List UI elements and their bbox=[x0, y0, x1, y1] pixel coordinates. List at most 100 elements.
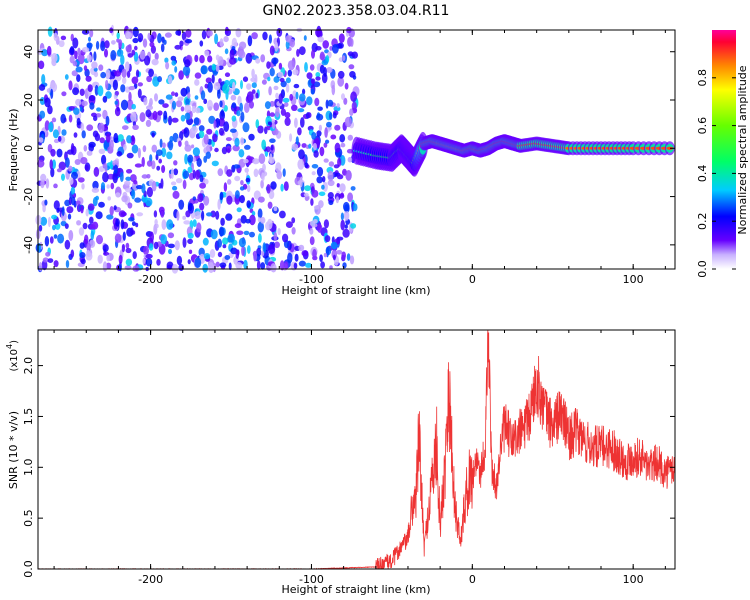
noise-cell bbox=[331, 84, 336, 96]
noise-cell bbox=[306, 96, 313, 106]
noise-cell bbox=[69, 46, 75, 55]
noise-cell bbox=[347, 156, 353, 163]
noise-cell bbox=[86, 42, 93, 49]
noise-cell bbox=[135, 185, 144, 190]
noise-cell bbox=[296, 48, 300, 57]
noise-cell bbox=[284, 117, 291, 126]
noise-cell bbox=[84, 164, 89, 171]
noise-cell bbox=[75, 98, 82, 106]
noise-cell bbox=[313, 150, 319, 158]
noise-cell bbox=[147, 32, 151, 41]
noise-cell bbox=[215, 261, 220, 268]
noise-cell bbox=[332, 44, 339, 54]
noise-cell bbox=[76, 117, 81, 126]
noise-cell bbox=[198, 125, 205, 132]
noise-cell bbox=[321, 184, 325, 190]
noise-cell bbox=[95, 40, 100, 50]
snr-series-line bbox=[38, 329, 676, 570]
noise-cell bbox=[294, 117, 298, 128]
noise-cell bbox=[298, 244, 305, 252]
noise-cell bbox=[153, 241, 159, 250]
noise-cell bbox=[222, 237, 229, 245]
noise-cell bbox=[88, 143, 94, 152]
noise-cell bbox=[154, 93, 158, 102]
noise-cell bbox=[225, 26, 229, 35]
noise-cell bbox=[289, 38, 296, 48]
noise-cell bbox=[50, 148, 56, 157]
noise-cell bbox=[249, 231, 255, 238]
noise-cell bbox=[232, 81, 236, 92]
noise-cell bbox=[345, 170, 352, 181]
noise-cell bbox=[339, 134, 346, 143]
colorbar-tick-label: 0.0 bbox=[696, 260, 709, 278]
noise-cell bbox=[149, 41, 155, 48]
noise-cell bbox=[262, 242, 267, 254]
noise-cell bbox=[126, 135, 133, 144]
noise-cell bbox=[291, 104, 298, 112]
noise-cell bbox=[199, 174, 204, 183]
noise-cell bbox=[278, 93, 283, 104]
noise-cell bbox=[337, 157, 342, 167]
noise-cell bbox=[157, 110, 163, 116]
noise-cell bbox=[234, 137, 240, 147]
noise-cell bbox=[302, 88, 306, 95]
noise-cell bbox=[52, 224, 56, 231]
noise-cell bbox=[89, 102, 95, 110]
noise-cell bbox=[184, 153, 189, 165]
noise-cell bbox=[310, 78, 316, 85]
noise-cell bbox=[98, 122, 105, 133]
noise-cell bbox=[255, 58, 261, 64]
noise-cell bbox=[182, 215, 187, 220]
noise-cell bbox=[211, 160, 219, 167]
noise-cell bbox=[171, 91, 175, 96]
noise-cell bbox=[118, 254, 123, 265]
noise-cell bbox=[53, 138, 60, 144]
noise-cell bbox=[151, 180, 157, 192]
y-tick-label: 0.0 bbox=[22, 560, 35, 578]
noise-cell bbox=[220, 217, 225, 226]
noise-cell bbox=[134, 163, 143, 168]
noise-cell bbox=[214, 147, 219, 153]
noise-cell bbox=[240, 137, 245, 146]
noise-cell bbox=[226, 148, 231, 154]
noise-cell bbox=[113, 164, 118, 174]
noise-cell bbox=[125, 187, 132, 193]
noise-cell bbox=[258, 196, 265, 203]
noise-cell bbox=[44, 236, 50, 247]
snr-multiplier-base: (x10 bbox=[9, 349, 20, 372]
noise-cell bbox=[224, 255, 231, 260]
noise-cell bbox=[53, 183, 58, 189]
noise-cell bbox=[136, 212, 144, 217]
noise-cell bbox=[191, 144, 195, 149]
noise-cell bbox=[209, 249, 216, 258]
noise-cell bbox=[344, 82, 349, 90]
noise-cell bbox=[107, 196, 111, 201]
noise-cell bbox=[261, 79, 267, 85]
noise-cell bbox=[70, 249, 75, 258]
noise-cell bbox=[311, 132, 317, 140]
noise-cell bbox=[283, 181, 289, 192]
noise-cell bbox=[298, 46, 306, 56]
noise-cell bbox=[223, 182, 228, 192]
noise-cell bbox=[213, 82, 221, 91]
noise-cell bbox=[284, 112, 291, 119]
noise-cell bbox=[261, 139, 267, 150]
noise-cell bbox=[85, 208, 89, 217]
noise-cell bbox=[90, 230, 95, 240]
x-tick-label: -100 bbox=[299, 273, 324, 286]
noise-cell bbox=[319, 51, 325, 61]
noise-cell bbox=[91, 187, 100, 193]
noise-cell bbox=[253, 250, 258, 262]
noise-cell bbox=[260, 262, 266, 270]
noise-cell bbox=[251, 82, 257, 89]
snr-y-ticks: 0.0 0.5 1.0 1.5 2.0 bbox=[22, 357, 675, 578]
noise-cell bbox=[116, 151, 123, 157]
noise-cell bbox=[176, 255, 183, 266]
noise-cell bbox=[171, 100, 177, 110]
y-tick-label: 1.5 bbox=[22, 408, 35, 426]
noise-cell bbox=[344, 116, 352, 128]
noise-cell bbox=[53, 260, 59, 268]
noise-cell bbox=[309, 64, 315, 71]
noise-cell bbox=[217, 251, 223, 258]
noise-cell bbox=[131, 221, 136, 227]
